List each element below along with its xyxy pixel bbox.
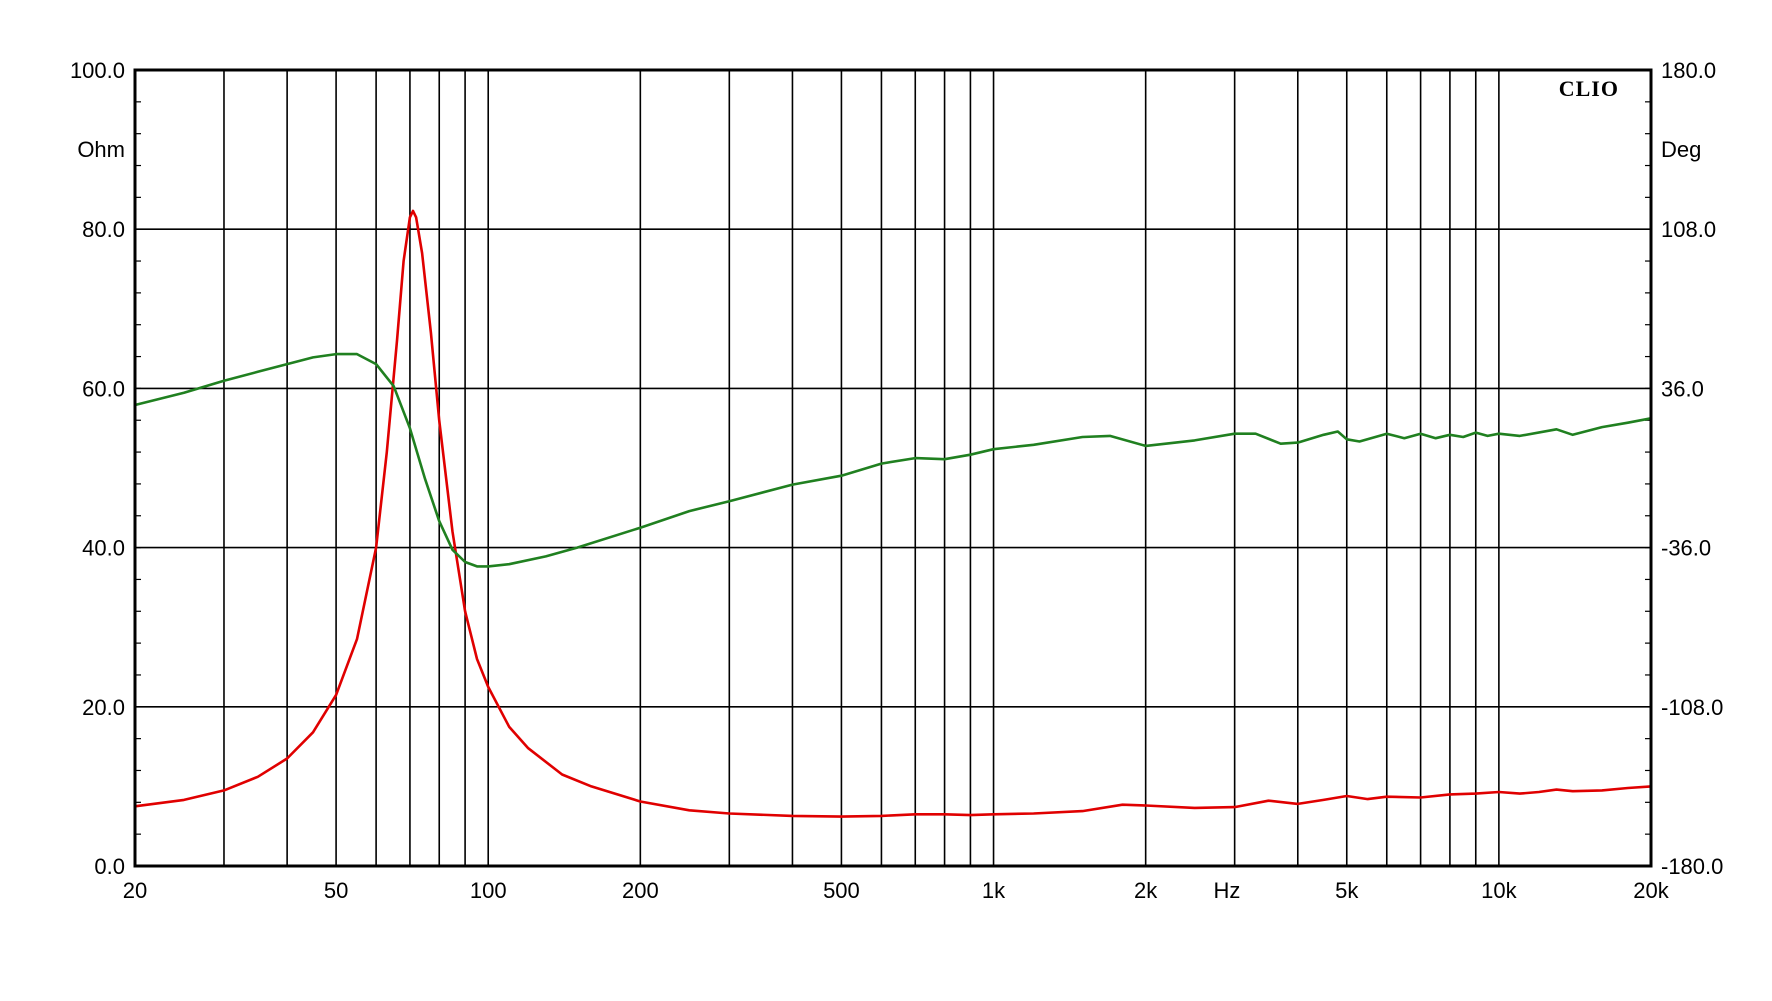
grid-layer — [134, 69, 1652, 867]
clio-brand-label: CLIO — [1559, 76, 1619, 101]
plot-frame — [133, 68, 1653, 868]
y-right-tick-label: -108.0 — [1661, 695, 1723, 720]
x-tick-label: 100 — [470, 878, 507, 903]
y-left-tick-label: 0.0 — [94, 854, 125, 879]
y-right-tick-label: 108.0 — [1661, 217, 1716, 242]
x-axis-unit-label: Hz — [1214, 878, 1241, 903]
x-tick-label: 1k — [982, 878, 1006, 903]
y-left-tick-label: 20.0 — [82, 695, 125, 720]
y-right-tick-label: 180.0 — [1661, 58, 1716, 83]
x-tick-label: 20k — [1633, 878, 1669, 903]
x-tick-label: 200 — [622, 878, 659, 903]
impedance-series-line — [134, 209, 1652, 818]
series-layer — [134, 209, 1652, 818]
left-axis-unit-label: Ohm — [77, 137, 125, 162]
y-left-tick-label: 80.0 — [82, 217, 125, 242]
y-right-tick-label: 36.0 — [1661, 376, 1704, 401]
y-left-tick-label: 60.0 — [82, 376, 125, 401]
y-right-tick-label: -36.0 — [1661, 536, 1711, 561]
x-tick-label: 50 — [324, 878, 348, 903]
phase-series-line — [134, 352, 1652, 568]
x-tick-label: 10k — [1481, 878, 1517, 903]
y-right-tick-label: -180.0 — [1661, 854, 1723, 879]
x-tick-label: 20 — [123, 878, 147, 903]
x-tick-label: 500 — [823, 878, 860, 903]
y-left-tick-label: 40.0 — [82, 536, 125, 561]
x-tick-label: 2k — [1134, 878, 1158, 903]
label-layer: 20 50 100 200 500 1k 2k 5k 10k 20k 0.0 20.0 40.0 60.0… — [70, 58, 1723, 903]
y-left-tick-label: 100.0 — [70, 58, 125, 83]
right-axis-unit-label: Deg — [1661, 137, 1701, 162]
x-tick-label: 5k — [1335, 878, 1359, 903]
